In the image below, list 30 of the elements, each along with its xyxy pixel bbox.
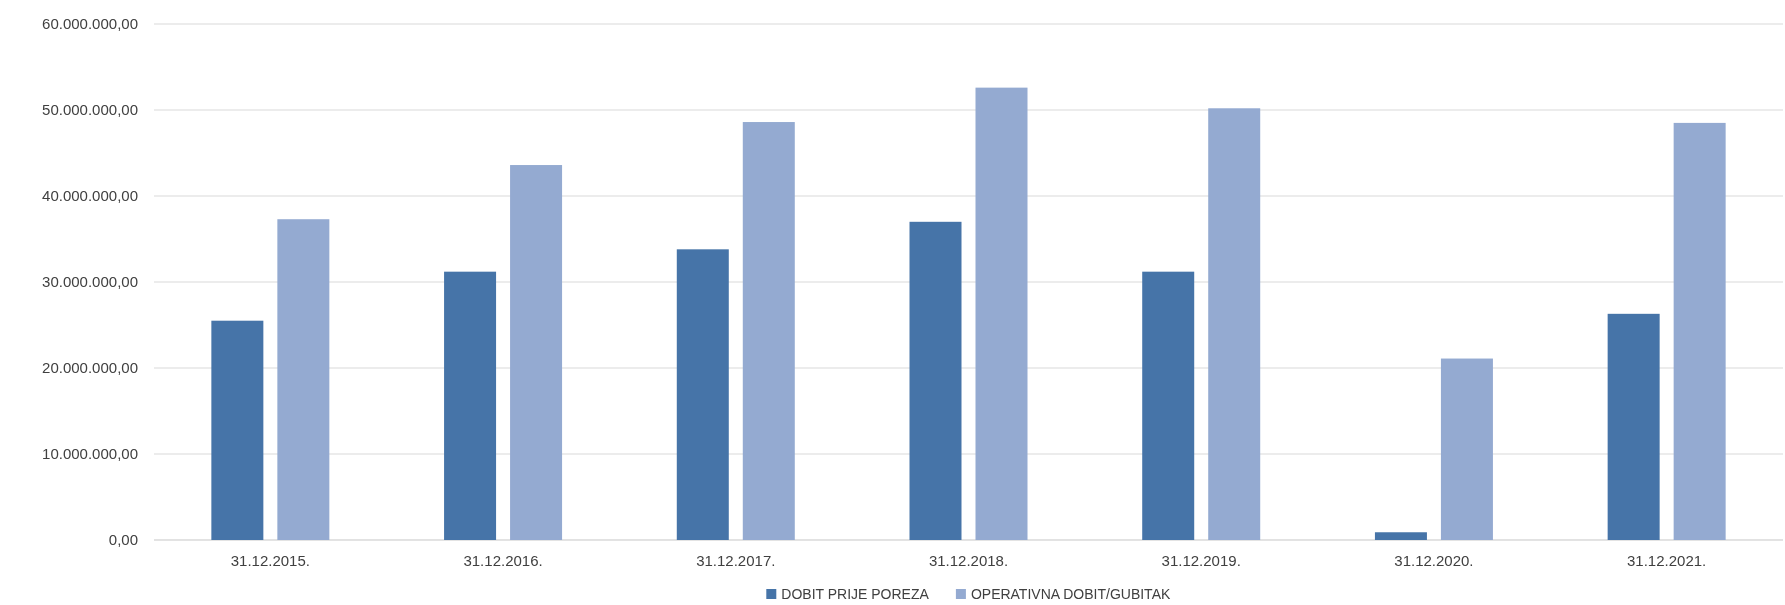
y-tick-label: 50.000.000,00: [42, 101, 138, 119]
bar: [277, 219, 330, 540]
bar: [510, 165, 563, 540]
bar: [1374, 532, 1427, 540]
bar: [975, 87, 1028, 540]
y-tick-label: 0,00: [108, 531, 138, 549]
x-tick-label: 31.12.2016.: [463, 552, 543, 569]
y-tick-label: 20.000.000,00: [42, 359, 138, 377]
bar: [676, 249, 729, 540]
bar: [444, 271, 497, 540]
x-tick-label: 31.12.2019.: [1161, 552, 1241, 569]
bar: [1208, 108, 1261, 540]
bar: [742, 122, 795, 540]
legend-label: DOBIT PRIJE POREZA: [781, 586, 930, 602]
y-tick-label: 40.000.000,00: [42, 187, 138, 205]
legend-label: OPERATIVNA DOBIT/GUBITAK: [970, 586, 1171, 602]
bar: [1673, 122, 1726, 540]
bar: [1142, 271, 1195, 540]
bar: [211, 320, 264, 540]
y-tick-label: 60.000.000,00: [42, 15, 138, 33]
bar: [1440, 358, 1493, 540]
x-tick-label: 31.12.2015.: [230, 552, 310, 569]
y-tick-label: 30.000.000,00: [42, 273, 138, 291]
x-tick-label: 31.12.2018.: [928, 552, 1009, 569]
x-tick-label: 31.12.2021.: [1627, 552, 1707, 569]
bar: [909, 221, 962, 540]
bar: [1607, 313, 1660, 540]
x-tick-label: 31.12.2020.: [1394, 552, 1474, 569]
x-tick-label: 31.12.2017.: [696, 552, 776, 569]
y-tick-label: 10.000.000,00: [42, 445, 138, 463]
